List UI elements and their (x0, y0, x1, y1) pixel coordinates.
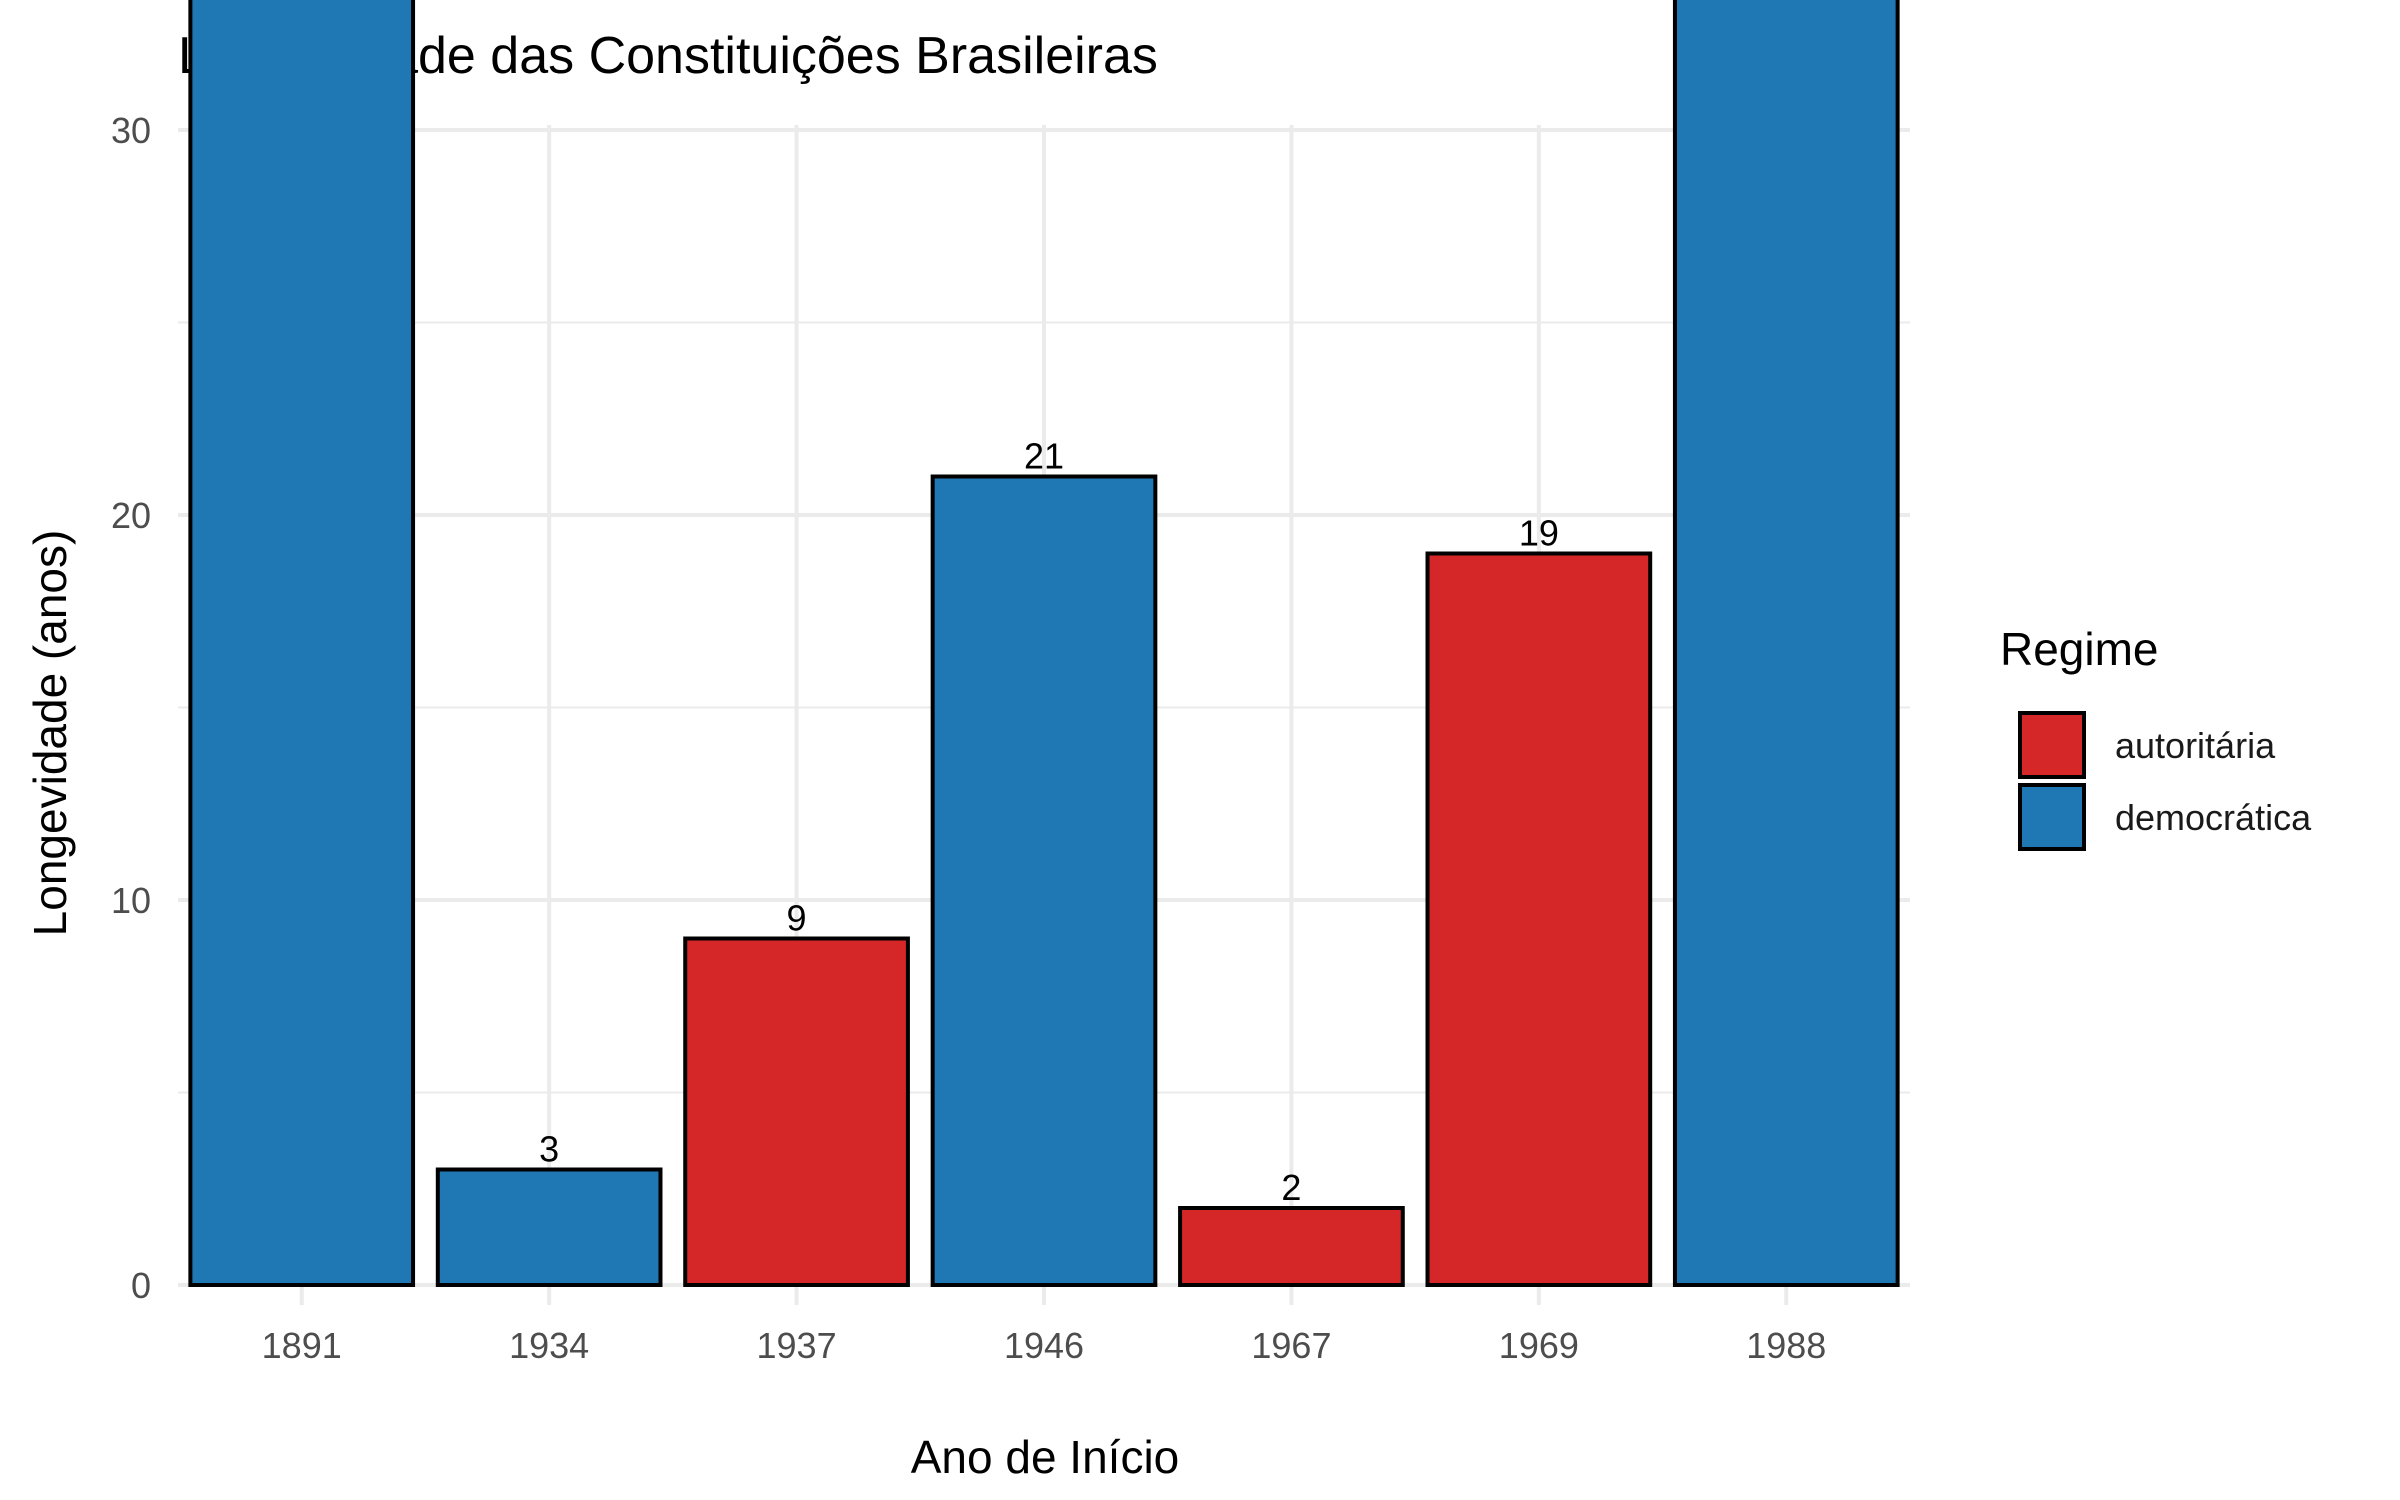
legend-key-1 (2018, 783, 2086, 851)
data-label-1967: 2 (1281, 1167, 1301, 1208)
x-tick-label-1969: 1969 (1499, 1325, 1579, 1366)
data-label-1969: 19 (1519, 513, 1559, 554)
x-tick-label-1946: 1946 (1004, 1325, 1084, 1366)
bar-1891 (188, 0, 416, 1287)
bars (188, 0, 1900, 1287)
bar-1937 (683, 936, 910, 1287)
legend-label-1: democrática (2115, 797, 2312, 838)
y-tick-label: 0 (131, 1265, 151, 1306)
bar-1988 (1672, 0, 1900, 1287)
y-tick-label: 10 (111, 880, 151, 921)
y-tick-label: 20 (111, 495, 151, 536)
bar-1969 (1425, 551, 1653, 1287)
data-label-1934: 3 (539, 1129, 559, 1170)
x-tick-label-1934: 1934 (509, 1325, 589, 1366)
legend-title: Regime (2000, 623, 2159, 675)
bar-1967 (1178, 1206, 1405, 1287)
data-label-1937: 9 (787, 898, 807, 939)
x-tick-label-1988: 1988 (1746, 1325, 1826, 1366)
x-axis-ticks: 1891 1934 1937 1946 1967 1969 1988 (262, 1325, 1827, 1366)
x-tick-label-1967: 1967 (1251, 1325, 1331, 1366)
x-axis-title: Ano de Início (911, 1431, 1180, 1483)
legend-label-0: autoritária (2115, 725, 2276, 766)
legend: Regime autoritária democrática (2000, 623, 2312, 851)
bar-1946 (930, 474, 1158, 1287)
x-tick-label-1891: 1891 (262, 1325, 342, 1366)
y-tick-label: 30 (111, 110, 151, 151)
y-axis-title: Longevidade (anos) (24, 530, 76, 937)
legend-key-0 (2018, 711, 2086, 779)
data-labels: 43392121937 (539, 436, 1559, 1209)
bar-1934 (435, 1167, 663, 1287)
x-tick-label-1937: 1937 (757, 1325, 837, 1366)
data-label-1946: 21 (1024, 436, 1064, 477)
y-axis-ticks: 010203040 (111, 110, 151, 1306)
